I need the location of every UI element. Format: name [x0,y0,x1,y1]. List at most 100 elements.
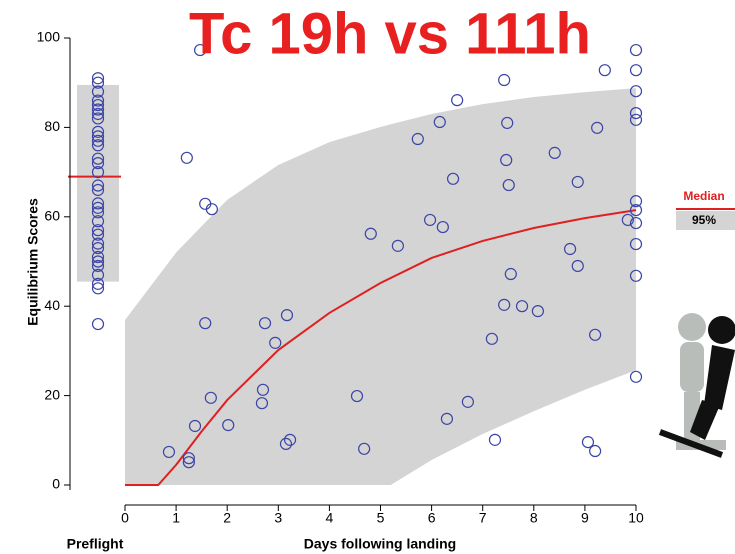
data-point [629,237,643,251]
data-point [440,412,454,425]
data-point [205,203,218,216]
data-point [629,370,643,383]
data-point [598,64,611,77]
preflight-point [91,103,105,116]
data-point [629,216,643,230]
preflight-point [91,152,105,165]
data-point [182,452,195,465]
y-tick-label: 60 [44,208,60,224]
preflight-point [91,112,105,125]
y-tick-label: 40 [44,297,60,313]
data-point [256,383,270,396]
data-point [571,259,584,273]
data-point [589,444,602,458]
data-point [279,437,293,450]
data-point [258,317,272,330]
data-point [269,336,282,349]
data-point [180,151,193,164]
data-point [446,172,460,185]
data-point [629,203,643,217]
data-point [502,178,515,192]
preflight-point [91,255,105,268]
x-tick-label: 9 [581,510,589,526]
x-tick-label: 6 [428,510,436,526]
y-axis-label: Equilibrium Scores [25,198,41,326]
legend-band-swatch [676,211,735,230]
chart-title: Tc 19h vs 111h [189,1,591,66]
data-point [436,220,449,234]
data-point [629,269,643,282]
data-point [350,389,364,403]
x-tick-label: 0 [121,510,129,526]
data-point [162,445,176,459]
data-point [498,73,511,87]
x-tick-label: 2 [223,510,231,526]
data-point [255,397,269,410]
preflight-point [91,166,105,179]
preflight-point [91,139,105,152]
preflight-point [91,277,105,290]
preflight-point [91,125,105,138]
legend-median-label: Median [683,189,724,203]
confidence-band [125,88,636,486]
data-point [498,298,511,311]
preflight-point [91,224,105,237]
preflight-point [91,250,105,264]
data-point [188,419,202,433]
data-point [451,94,464,107]
preflight-point [91,259,105,273]
data-point [629,64,643,77]
data-point [531,305,544,318]
data-point [358,442,371,455]
data-point [364,227,377,240]
preflight-point [91,98,105,112]
x-tick-label: 4 [326,510,334,526]
data-point [485,332,498,345]
preflight-point [91,85,105,98]
preflight-point [91,197,105,210]
data-point [194,43,207,57]
data-point [433,115,446,129]
y-tick-label: 100 [37,29,61,45]
preflight-label: Preflight [67,536,124,552]
y-tick-label: 0 [52,476,60,492]
x-axis-label: Days following landing [304,536,456,552]
data-point [591,121,604,134]
data-point [629,195,643,208]
data-point [222,419,235,432]
data-point [500,153,513,167]
data-point [280,309,294,322]
preflight-point [91,157,105,170]
astronaut-icon [658,313,735,458]
data-point [411,132,424,146]
data-point [283,433,297,446]
data-point [461,395,474,408]
data-point [182,456,195,469]
preflight-point [91,107,105,121]
data-point [581,435,595,449]
data-point [571,175,584,189]
preflight-point [91,282,105,295]
preflight-point [91,268,105,282]
data-point [515,300,529,313]
preflight-point [91,241,105,255]
x-tick-label: 1 [172,510,180,526]
preflight-point [91,201,105,214]
legend-band-label: 95% [692,213,716,227]
data-point [563,242,577,256]
data-point [204,391,217,404]
x-tick-label: 8 [530,510,538,526]
x-tick-label: 7 [479,510,487,526]
data-point [504,267,517,281]
preflight-point [91,237,105,250]
preflight-point [91,183,105,197]
data-point [199,317,212,330]
x-tick-label: 3 [274,510,282,526]
data-point [423,213,437,227]
data-point [629,106,643,120]
preflight-point [91,72,105,85]
data-point [488,433,502,446]
data-point [501,116,514,130]
preflight-point [91,215,105,228]
